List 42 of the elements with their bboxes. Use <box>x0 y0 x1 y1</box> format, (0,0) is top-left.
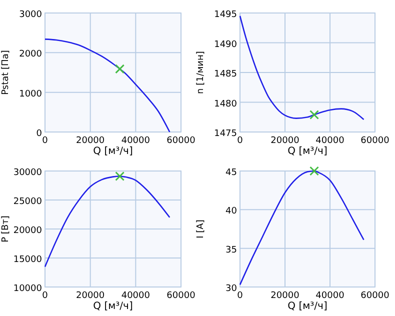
y-axis-title: I [A] <box>196 220 206 238</box>
y-tick-label: 45 <box>226 168 237 178</box>
x-tick-label: 20000 <box>76 136 105 146</box>
x-tick-label: 60000 <box>166 291 196 301</box>
x-tick-label: 20000 <box>76 291 105 301</box>
y-tick-label: 30000 <box>13 168 42 178</box>
y-axis-title: Pstat [Па] <box>1 50 11 95</box>
y-tick-label: 1000 <box>19 89 42 100</box>
x-tick-label: 20000 <box>270 136 300 146</box>
y-tick-label: 1480 <box>214 99 238 110</box>
y-tick-label: 25000 <box>13 197 42 207</box>
y-tick-label: 3000 <box>19 10 42 20</box>
x-tick-label: 60000 <box>166 136 196 146</box>
y-axis-title: n [1/мин] <box>196 51 206 94</box>
x-axis-title: Q [м³/ч] <box>288 301 328 312</box>
y-tick-label: 0 <box>36 129 42 139</box>
x-tick-label: 40000 <box>121 291 150 301</box>
y-tick-label: 30 <box>226 284 238 294</box>
y-tick-label: 35 <box>226 245 237 256</box>
line-series <box>44 176 170 268</box>
y-tick-label: 15000 <box>13 255 42 265</box>
x-tick-label: 20000 <box>270 291 300 301</box>
x-tick-label: 40000 <box>316 136 345 146</box>
y-axis-title: P [Вт] <box>1 216 11 242</box>
x-axis-title: Q [м³/ч] <box>93 146 133 157</box>
x-axis-title: Q [м³/ч] <box>93 301 133 312</box>
y-tick-label: 1485 <box>214 70 237 80</box>
line-series <box>239 170 364 286</box>
x-tick-label: 60000 <box>360 291 390 301</box>
y-tick-label: 1475 <box>214 129 237 139</box>
y-tick-label: 20000 <box>13 226 42 236</box>
line-series <box>239 15 364 120</box>
y-tick-label: 10000 <box>13 284 42 294</box>
line-series <box>44 38 170 133</box>
x-tick-label: 40000 <box>316 291 345 301</box>
y-tick-label: 1490 <box>214 40 238 50</box>
y-tick-label: 1495 <box>214 10 237 20</box>
x-axis-title: Q [м³/ч] <box>288 146 328 157</box>
y-tick-label: 40 <box>226 206 238 217</box>
y-tick-label: 2000 <box>19 50 42 60</box>
x-tick-label: 60000 <box>360 136 390 146</box>
x-tick-label: 40000 <box>121 136 150 146</box>
